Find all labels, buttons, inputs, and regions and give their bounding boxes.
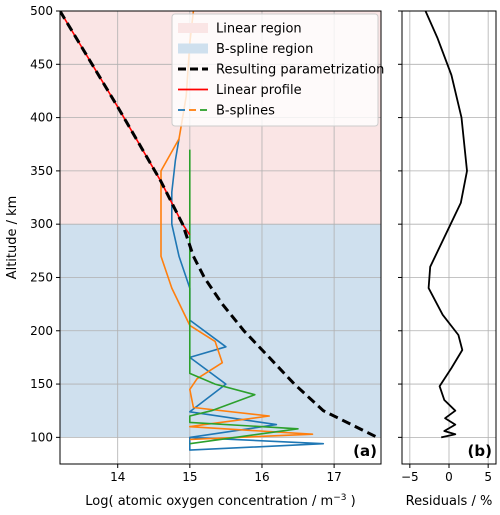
x-axis-label-a: Log( atomic oxygen concentration / m−3 ): [85, 493, 355, 509]
legend-label-4: B-splines: [216, 104, 275, 119]
series-lines: [60, 11, 379, 451]
bx-tick-label-0: −5: [401, 470, 419, 484]
legend: Linear region B-spline region Resulting pa…: [171, 13, 384, 127]
y-tick-label-2: 200: [30, 324, 53, 338]
x-ticks-a: 14 15 16 17: [110, 464, 342, 484]
bx-tick-label-2: 5: [484, 470, 492, 484]
y-tick-label-6: 400: [30, 111, 53, 125]
panel-a: 14 15 16 17 100 150 200 250 300 350 400 450 500 Lin…: [5, 4, 384, 509]
y-tick-label-7: 450: [30, 57, 53, 71]
x-tick-label-2: 16: [254, 470, 269, 484]
series-line-4: [189, 149, 299, 445]
y-tick-label-1: 150: [30, 377, 53, 391]
x-tick-label-1: 15: [182, 470, 197, 484]
x-axis-label-b: Residuals / %: [406, 494, 493, 509]
y-tick-label-3: 250: [30, 270, 53, 284]
legend-label-3: Linear profile: [216, 83, 302, 98]
bx-tick-label-1: 0: [445, 470, 453, 484]
y-tick-label-8: 500: [30, 4, 53, 18]
grid-lines-b: [402, 10, 496, 464]
legend-label-2: Resulting parametrization: [216, 63, 384, 78]
panel-label-a: (a): [353, 442, 377, 460]
y-ticks-a: 100 150 200 250 300 350 400 450 500: [30, 4, 60, 444]
y-tick-label-0: 100: [30, 430, 53, 444]
legend-label-0: Linear region: [216, 22, 302, 37]
y-ticks-b: [398, 10, 402, 438]
x-tick-label-0: 14: [110, 470, 125, 484]
legend-label-1: B-spline region: [216, 42, 313, 57]
series-line-1: [60, 11, 379, 439]
y-tick-label-4: 300: [30, 217, 53, 231]
legend-box: [171, 13, 379, 127]
series-line-2: [171, 138, 325, 451]
panel-label-b: (b): [468, 442, 492, 460]
plot-frame-a: [59, 10, 382, 465]
legend-swatch-0: [178, 23, 208, 33]
legend-swatch-1: [178, 43, 208, 54]
panel-b: −5 0 5 (b) Residuals / %: [398, 10, 497, 509]
residual-series-0: [424, 10, 468, 439]
x-tick-label-3: 17: [326, 470, 341, 484]
x-ticks-b: −5 0 5: [401, 464, 492, 484]
y-tick-label-5: 350: [30, 164, 53, 178]
residual-line: [424, 10, 468, 439]
y-axis-label: Altitude / km: [5, 196, 20, 280]
